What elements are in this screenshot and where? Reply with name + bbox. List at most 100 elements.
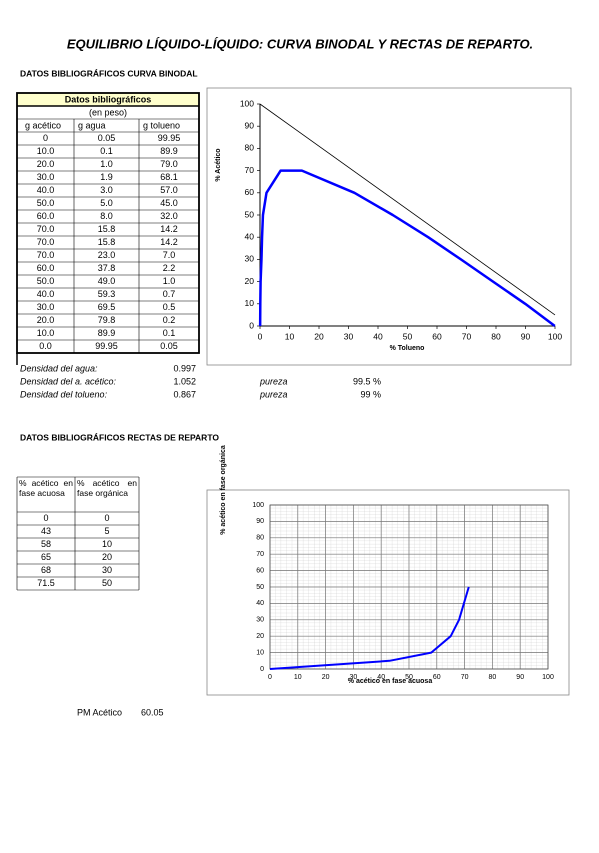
column-header: g agua: [78, 120, 106, 130]
column-header-text: % acético en fase acuosa: [19, 478, 73, 498]
x-tick-label: 30: [344, 331, 354, 341]
table-cell: 14.2: [160, 237, 178, 247]
y-tick-label: 10: [256, 649, 264, 656]
y-tick-label: 10: [245, 298, 255, 308]
y-tick-label: 20: [245, 276, 255, 286]
purity-value: 99 %: [360, 389, 381, 399]
purity-label: pureza: [259, 376, 288, 386]
table-cell: 43: [41, 526, 51, 536]
chart-frame: [206, 489, 570, 696]
table-cell: 10: [102, 539, 112, 549]
x-tick-label: 40: [373, 331, 383, 341]
table-cell: 32.0: [160, 211, 178, 221]
table-cell: 50.0: [37, 276, 55, 286]
x-tick-label: 40: [377, 674, 385, 681]
y-tick-label: 100: [252, 502, 264, 509]
x-tick-label: 30: [350, 674, 358, 681]
table-cell: 89.9: [98, 328, 116, 338]
x-tick-label: 60: [432, 331, 442, 341]
table-cell: 0.1: [100, 146, 113, 156]
plot-border: [269, 504, 549, 670]
x-tick-label: 10: [285, 331, 295, 341]
x-tick-label: 50: [405, 674, 413, 681]
table-cell: 2.2: [163, 263, 176, 273]
data-line: [269, 586, 470, 670]
table-cell: 50.0: [37, 198, 55, 208]
y-tick-label: 50: [256, 584, 264, 591]
table-cell: 1.0: [163, 276, 176, 286]
table-cell: 30.0: [37, 172, 55, 182]
column-header: % acético en fase acuosa: [19, 478, 73, 498]
table-cell: 37.8: [98, 263, 116, 273]
table-cell: 8.0: [100, 211, 113, 221]
table-cell: 5.0: [100, 198, 113, 208]
x-tick-label: 90: [516, 674, 524, 681]
table-cell: 50: [102, 578, 112, 588]
density-value: 0.997: [173, 363, 196, 373]
table-cell: 40.0: [37, 289, 55, 299]
y-tick-label: 90: [245, 120, 255, 130]
column-header: g tolueno: [143, 120, 180, 130]
table-cell: 0.05: [160, 341, 178, 351]
y-tick-label: 30: [245, 254, 255, 264]
table-cell: 5: [104, 526, 109, 536]
x-tick-label: 20: [314, 331, 324, 341]
y-tick-label: 20: [256, 633, 264, 640]
table-cell: 71.5: [37, 578, 55, 588]
chart-frame: [206, 87, 572, 366]
page-title: EQUILIBRIO LÍQUIDO-LÍQUIDO: CURVA BINODA…: [67, 36, 533, 51]
x-tick-label: 80: [491, 331, 501, 341]
y-tick-label: 80: [256, 535, 264, 542]
table-cell: 70.0: [37, 224, 55, 234]
density-label: Densidad del agua:: [20, 363, 98, 373]
table-cell: 7.0: [163, 250, 176, 260]
table-cell: 69.5: [98, 302, 116, 312]
table-title: Datos bibliográficos: [65, 94, 152, 104]
table-cell: 60.0: [37, 211, 55, 221]
table-cell: 1.9: [100, 172, 113, 182]
y-tick-label: 30: [256, 617, 264, 624]
y-axis-title: % acético en fase orgánica: [220, 445, 227, 535]
y-tick-label: 0: [249, 320, 254, 330]
table-cell: 14.2: [160, 224, 178, 234]
table-cell: 65: [41, 552, 51, 562]
table-cell: 3.0: [100, 185, 113, 195]
table-subtitle: (en peso): [89, 107, 127, 117]
column-header: g acético: [25, 120, 61, 130]
table-cell: 70.0: [37, 250, 55, 260]
table-cell: 15.8: [98, 237, 116, 247]
x-tick-label: 0: [268, 674, 272, 681]
x-tick-label: 100: [542, 674, 554, 681]
y-tick-label: 60: [256, 567, 264, 574]
purity-value: 99.5 %: [353, 376, 381, 386]
y-tick-label: 0: [260, 666, 264, 673]
table-cell: 20.0: [37, 159, 55, 169]
y-axis-title: % Acético: [215, 148, 222, 181]
table-cell: 58: [41, 539, 51, 549]
table-cell: 0.7: [163, 289, 176, 299]
x-tick-label: 10: [294, 674, 302, 681]
table-cell: 0.05: [98, 133, 116, 143]
table-cell: 0.0: [39, 341, 52, 351]
section-title: DATOS BIBLIOGRÁFICOS CURVA BINODAL: [20, 68, 198, 78]
table-cell: 68: [41, 565, 51, 575]
x-tick-label: 70: [462, 331, 472, 341]
table-cell: 30.0: [37, 302, 55, 312]
table-cell: 15.8: [98, 224, 116, 234]
table-cell: 20.0: [37, 315, 55, 325]
table-cell: 79.8: [98, 315, 116, 325]
x-tick-label: 0: [258, 331, 263, 341]
table-cell: 99.95: [95, 341, 118, 351]
y-tick-label: 40: [245, 231, 255, 241]
data-line: [258, 169, 556, 328]
reference-line: [259, 103, 556, 316]
table-cell: 79.0: [160, 159, 178, 169]
table-cell: 10.0: [37, 328, 55, 338]
table-cell: 68.1: [160, 172, 178, 182]
table-cell: 0.5: [163, 302, 176, 312]
y-tick-label: 70: [245, 165, 255, 175]
table-cell: 23.0: [98, 250, 116, 260]
y-tick-label: 100: [240, 98, 254, 108]
density-label: Densidad del tolueno:: [20, 389, 108, 399]
table-cell: 0.2: [163, 315, 176, 325]
